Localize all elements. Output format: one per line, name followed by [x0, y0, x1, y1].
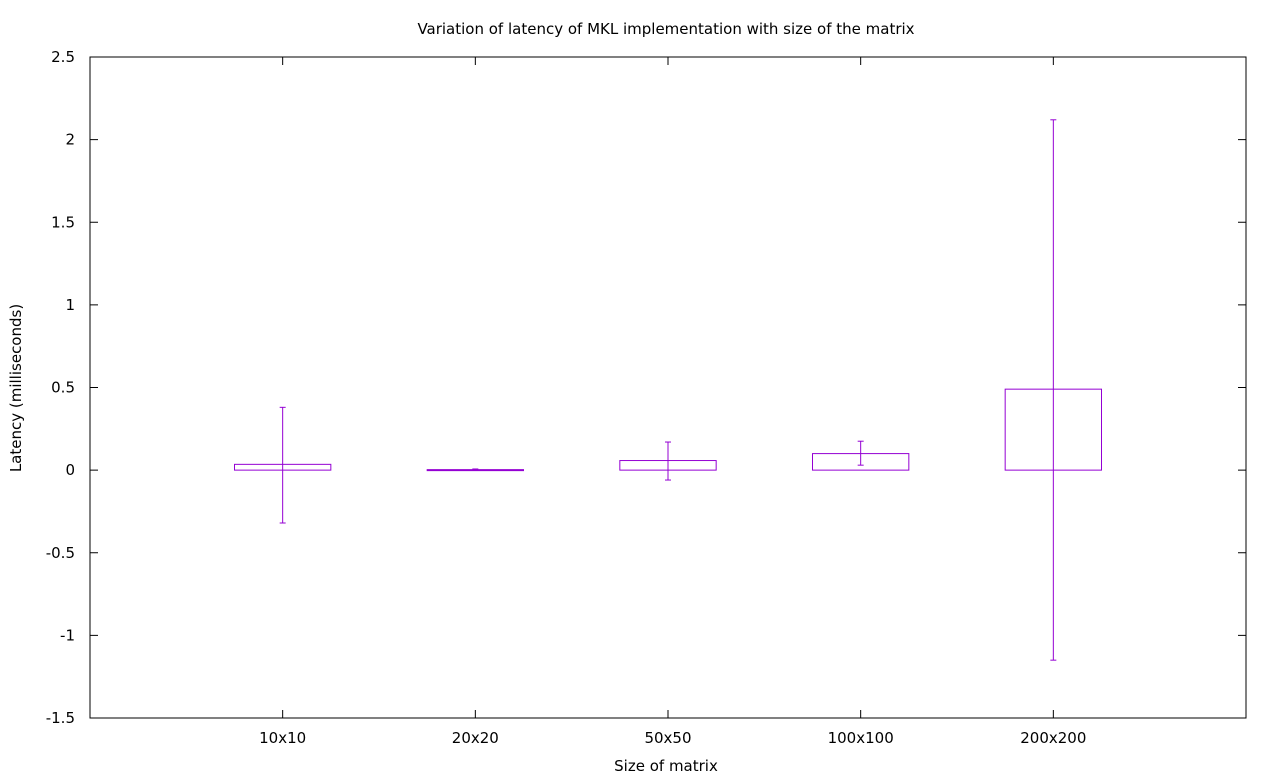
- y-tick-label: 0: [65, 461, 75, 479]
- y-tick-label: -1.5: [46, 709, 75, 727]
- y-tick-label: 1: [65, 296, 75, 314]
- y-axis-ticks: -1.5 -1 -0.5 0 0.5 1 1.5 2 2.5: [46, 48, 1246, 727]
- y-tick-label: 2: [65, 131, 75, 149]
- error-bar-series: [279, 119, 1057, 661]
- x-tick-label: 100x100: [828, 729, 894, 747]
- plot-area: [89, 56, 1247, 719]
- x-tick-label: 200x200: [1020, 729, 1086, 747]
- x-tick-label: 20x20: [452, 729, 499, 747]
- y-tick-label: -1: [60, 626, 75, 644]
- x-axis-ticks: 10x10 20x20 50x50 100x100 200x200: [259, 57, 1086, 747]
- x-axis-label: Size of matrix: [614, 757, 718, 775]
- y-axis-label: Latency (milliseconds): [7, 304, 25, 472]
- y-tick-label: 1.5: [51, 213, 75, 231]
- y-tick-label: -0.5: [46, 544, 75, 562]
- plot-frame: [89, 56, 1247, 719]
- x-tick-label: 10x10: [259, 729, 306, 747]
- x-tick-label: 50x50: [644, 729, 691, 747]
- y-tick-label: 0.5: [51, 379, 75, 397]
- y-tick-label: 2.5: [51, 48, 75, 66]
- chart-title: Variation of latency of MKL implementati…: [417, 20, 914, 38]
